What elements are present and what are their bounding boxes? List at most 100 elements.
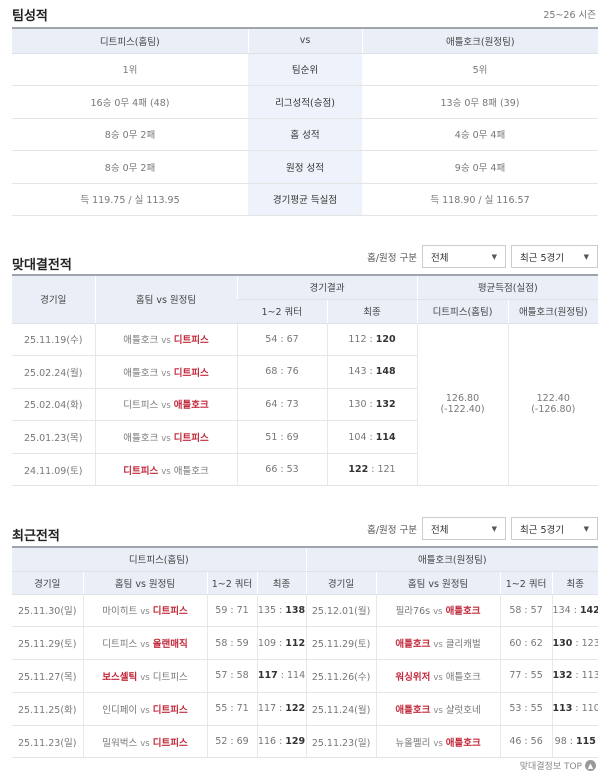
quarter-score: 77 : 55 <box>499 659 553 693</box>
home-team[interactable]: 디트피스 <box>123 400 159 412</box>
away-team[interactable]: 애틀호크 <box>445 737 481 749</box>
avg-away-header: 애틀호크(원정팀) <box>507 299 598 324</box>
home-team[interactable]: 워싱위저 <box>395 671 431 683</box>
date-cell: 25.02.24(월) <box>12 355 95 389</box>
matchup-cell: 필라76s vs 애틀호크 <box>375 594 501 628</box>
h2h-table: 경기일 홈팀 vs 원정팀 경기결과 평균득점(실점) 1~2 쿼터 최종 디트… <box>12 274 598 487</box>
stat-label: 원정 성적 <box>248 150 362 184</box>
away-value: 4승 0무 4패 <box>362 118 598 151</box>
table-row: 25.11.30(일) 마이히트 vs 디트피스 59 : 71 135 : 138 25.… <box>12 594 598 628</box>
away-value: 득 118.90 / 실 116.57 <box>362 183 598 216</box>
vs-label: vs <box>140 738 150 749</box>
result-header: 경기결과 <box>236 275 417 300</box>
table-row: 25.11.29(토) 디트피스 vs 올랜매직 58 : 59 109 : 112 25.… <box>12 626 598 661</box>
home-team[interactable]: 디트피스 <box>123 465 159 477</box>
away-team[interactable]: 디트피스 <box>173 367 209 379</box>
quarter-score: 59 : 71 <box>206 594 257 628</box>
date-cell: 25.12.01(월) <box>305 594 377 628</box>
home-team[interactable]: 보스셀틱 <box>102 671 138 683</box>
score-separator: : <box>368 464 378 476</box>
away-team[interactable]: 애틀호크 <box>173 465 209 477</box>
home-score: 104 <box>348 431 367 443</box>
vs-label: vs <box>161 434 171 445</box>
away-team[interactable]: 샬럿호네 <box>445 704 481 716</box>
matchup-cell: 디트피스 vs 애틀호크 <box>94 388 237 422</box>
final-score-cell: 130 : 132 <box>326 388 417 422</box>
quarter-score: 60 : 62 <box>499 626 553 661</box>
home-team[interactable]: 마이히트 <box>102 606 138 618</box>
home-score: 132 <box>552 670 573 682</box>
final-score-cell: 135 : 138 <box>256 594 307 628</box>
range-select[interactable]: 최근 5경기 ▼ <box>511 517 598 540</box>
stat-label: 팀순위 <box>248 53 362 86</box>
away-score: 113 <box>581 670 598 682</box>
quarter-score: 57 : 58 <box>206 659 257 693</box>
away-team[interactable]: 디트피스 <box>152 704 188 716</box>
home-team[interactable]: 디트피스 <box>102 639 138 651</box>
vs-label: vs <box>140 640 150 651</box>
table-row: 8승 0무 2패 원정 성적 9승 0무 4패 <box>12 150 598 184</box>
home-away-select[interactable]: 전체 ▼ <box>422 245 506 268</box>
final-score-cell: 98 : 115 <box>551 725 598 759</box>
final-header: 최종 <box>326 299 417 324</box>
home-score: 116 <box>257 736 277 748</box>
home-team[interactable]: 애틀호크 <box>395 639 431 651</box>
score-separator: : <box>572 703 582 715</box>
recent-filters: 홈/원정 구분 전체 ▼ 최근 5경기 ▼ <box>367 517 598 540</box>
date-cell: 25.11.23(일) <box>12 725 83 759</box>
away-team[interactable]: 애틀호크 <box>445 671 481 683</box>
score-separator: : <box>366 431 376 443</box>
away-team[interactable]: 애틀호크 <box>173 400 209 412</box>
quarter-score: 66 : 53 <box>236 453 327 487</box>
final-score-cell: 109 : 112 <box>256 626 307 661</box>
home-score: 122 <box>348 464 369 476</box>
home-team[interactable]: 애틀호크 <box>395 704 431 716</box>
home-team[interactable]: 필라76s <box>395 606 431 618</box>
final-header: 최종 <box>256 571 307 595</box>
home-team[interactable]: 밀워벅스 <box>102 737 138 749</box>
quarter-score: 53 : 55 <box>499 692 553 726</box>
away-score: 148 <box>375 366 396 378</box>
home-team[interactable]: 뉴올펠리 <box>395 737 431 749</box>
away-team[interactable]: 디트피스 <box>173 335 209 347</box>
top-link[interactable]: 맞대결정보 TOP ▲ <box>520 759 596 772</box>
select-value: 최근 5경기 <box>520 252 565 264</box>
final-header: 최종 <box>551 571 598 595</box>
home-team[interactable]: 애틀호크 <box>123 433 159 445</box>
home-team[interactable]: 애틀호크 <box>123 367 159 379</box>
matchup-cell: 디트피스 vs 애틀호크 <box>94 453 237 487</box>
home-team[interactable]: 애틀호크 <box>123 335 159 347</box>
away-team[interactable]: 디트피스 <box>152 737 188 749</box>
home-score: 113 <box>552 703 573 715</box>
away-team[interactable]: 디트피스 <box>173 433 209 445</box>
score-separator: : <box>572 637 582 649</box>
date-cell: 25.11.19(수) <box>12 323 95 357</box>
away-value: 9승 0무 4패 <box>362 150 598 184</box>
score-separator: : <box>276 703 286 715</box>
matchup-cell: 애틀호크 vs 디트피스 <box>94 323 237 357</box>
score-separator: : <box>566 736 577 748</box>
h2h-filters: 홈/원정 구분 전체 ▼ 최근 5경기 ▼ <box>367 245 598 268</box>
home-value: 득 119.75 / 실 113.95 <box>12 183 248 216</box>
away-team[interactable]: 디트피스 <box>152 671 188 683</box>
range-select[interactable]: 최근 5경기 ▼ <box>511 245 598 268</box>
home-away-select[interactable]: 전체 ▼ <box>422 517 506 540</box>
matchup-cell: 뉴올펠리 vs 애틀호크 <box>375 725 501 759</box>
date-header: 경기일 <box>12 571 83 595</box>
home-score: 135 <box>257 604 277 616</box>
away-team[interactable]: 올랜매직 <box>152 639 188 651</box>
away-score: 132 <box>375 398 396 410</box>
away-team[interactable]: 클리캐벌 <box>445 639 481 651</box>
away-team[interactable]: 애틀호크 <box>445 606 481 618</box>
date-cell: 25.11.29(토) <box>305 626 377 661</box>
table-row: 8승 0무 2패 홈 성적 4승 0무 4패 <box>12 118 598 151</box>
home-team[interactable]: 인디페이 <box>102 704 138 716</box>
final-score-cell: 134 : 142 <box>551 594 598 628</box>
vs-label: vs <box>161 401 171 412</box>
away-team[interactable]: 디트피스 <box>152 606 188 618</box>
stat-label: 홈 성적 <box>248 118 362 151</box>
avg-away-cell: 122.40 (-126.80) <box>507 323 598 487</box>
table-row: 25.01.23(목) 애틀호크 vs 디트피스 51 : 69 104 : 114 <box>12 420 598 454</box>
home-team-header: 디트피스(홈팀) <box>12 547 307 572</box>
stat-label: 경기평균 득실점 <box>248 183 362 216</box>
